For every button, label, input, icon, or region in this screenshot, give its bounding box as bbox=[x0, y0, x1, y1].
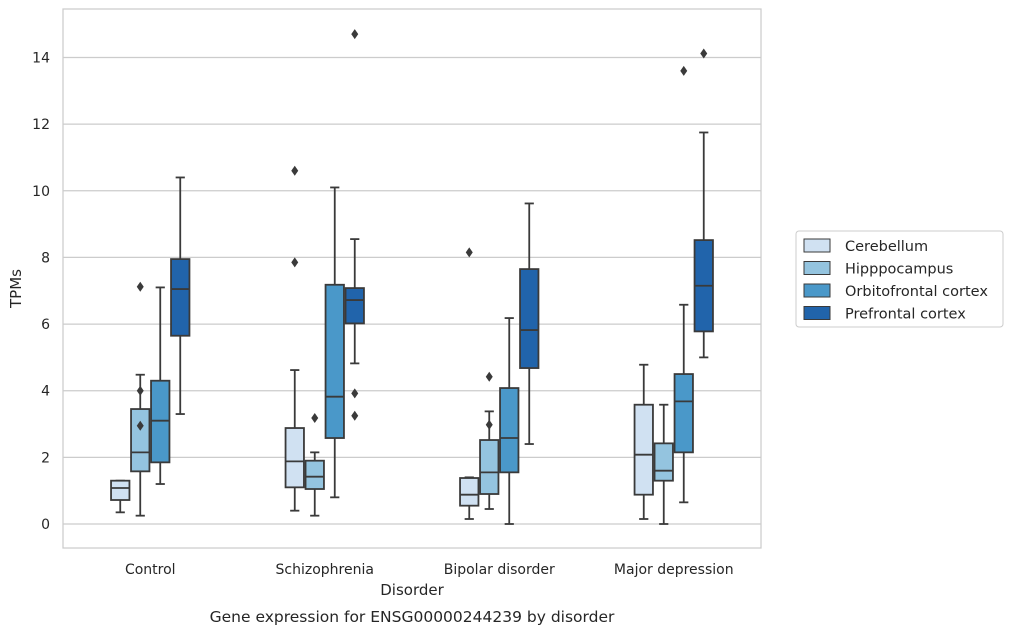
x-tick-label: Major depression bbox=[614, 562, 734, 578]
y-tick-label: 14 bbox=[32, 51, 50, 67]
box-groups bbox=[110, 29, 714, 525]
box-prefrontal-cortex bbox=[170, 176, 191, 415]
x-axis-label: Disorder bbox=[380, 581, 444, 599]
outlier-point bbox=[351, 410, 359, 421]
box-hipppocampus bbox=[479, 371, 500, 510]
box-orbitofrontal-cortex bbox=[324, 186, 345, 499]
y-tick-label: 6 bbox=[41, 317, 50, 333]
box-iqr bbox=[170, 258, 191, 337]
box-iqr bbox=[344, 287, 365, 325]
box-orbitofrontal-cortex bbox=[499, 317, 520, 525]
box-iqr bbox=[130, 408, 151, 473]
legend-label: Hipppocampus bbox=[845, 262, 953, 278]
box-hipppocampus bbox=[304, 413, 325, 517]
y-axis-label: TPMs bbox=[7, 269, 25, 309]
outlier-point bbox=[136, 420, 144, 431]
outlier-point bbox=[700, 48, 708, 59]
legend-swatch bbox=[803, 283, 831, 298]
y-tick-label: 4 bbox=[41, 384, 50, 400]
legend-swatch bbox=[803, 238, 831, 253]
y-tick-label: 0 bbox=[41, 517, 50, 533]
box-iqr bbox=[653, 442, 674, 482]
outlier-point bbox=[291, 257, 299, 268]
outlier-point bbox=[136, 385, 144, 396]
outlier-point bbox=[136, 281, 144, 292]
outlier-point bbox=[311, 413, 319, 424]
box-iqr bbox=[110, 479, 131, 501]
x-tick-label: Schizophrenia bbox=[276, 562, 374, 578]
box-iqr bbox=[519, 268, 540, 369]
x-tick-labels: Control Schizophrenia Bipolar disorder Majo… bbox=[125, 562, 734, 578]
box-iqr bbox=[633, 403, 654, 496]
box-iqr bbox=[304, 459, 325, 490]
box-orbitofrontal-cortex bbox=[150, 286, 171, 485]
outlier-point bbox=[465, 247, 473, 258]
outlier-point bbox=[485, 371, 493, 382]
legend-swatch bbox=[803, 306, 831, 320]
legend-label: Orbitofrontal cortex bbox=[845, 284, 988, 300]
chart-caption: Gene expression for ENSG00000244239 by d… bbox=[210, 608, 615, 626]
box-prefrontal-cortex bbox=[693, 48, 714, 359]
legend-label: Prefrontal cortex bbox=[845, 307, 966, 323]
box-orbitofrontal-cortex bbox=[673, 65, 694, 504]
plot-frame bbox=[62, 8, 762, 549]
box-iqr bbox=[499, 387, 520, 474]
box-iqr bbox=[459, 477, 480, 507]
y-tick-label: 10 bbox=[32, 184, 50, 200]
outlier-point bbox=[351, 388, 359, 399]
box-iqr bbox=[284, 427, 305, 489]
box-cerebellum bbox=[633, 363, 654, 520]
box-hipppocampus bbox=[653, 403, 674, 525]
legend-swatch bbox=[803, 261, 831, 275]
box-cerebellum bbox=[459, 247, 480, 520]
x-tick-label: Bipolar disorder bbox=[444, 562, 555, 578]
box-cerebellum bbox=[284, 165, 305, 512]
x-tick-label: Control bbox=[125, 562, 176, 578]
box-iqr bbox=[324, 283, 345, 439]
outlier-point bbox=[351, 29, 359, 40]
y-tick-label: 12 bbox=[32, 117, 50, 133]
outlier-point bbox=[680, 65, 688, 76]
box-iqr bbox=[479, 439, 500, 495]
outlier-point bbox=[485, 419, 493, 430]
box-prefrontal-cortex bbox=[344, 29, 365, 421]
legend-frame bbox=[795, 230, 1004, 328]
y-tick-label: 8 bbox=[41, 250, 50, 266]
box-prefrontal-cortex bbox=[519, 202, 540, 445]
legend: Cerebellum Hipppocampus Orbitofrontal cort… bbox=[795, 230, 1004, 328]
box-cerebellum bbox=[110, 479, 131, 514]
outlier-point bbox=[291, 165, 299, 176]
box-hipppocampus bbox=[130, 281, 151, 517]
y-tick-labels: 0 2 4 6 8 10 12 14 bbox=[32, 51, 50, 534]
legend-label: Cerebellum bbox=[845, 239, 928, 255]
y-tick-label: 2 bbox=[41, 450, 50, 466]
box-iqr bbox=[673, 373, 694, 454]
